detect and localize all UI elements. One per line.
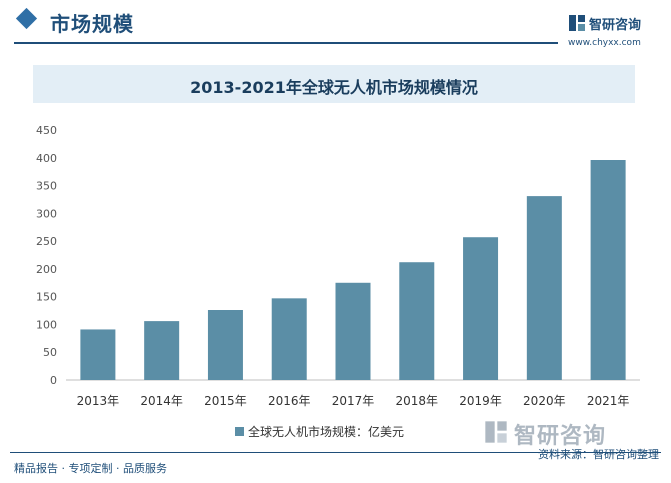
y-tick-label: 200 bbox=[36, 263, 57, 276]
header-divider bbox=[14, 42, 558, 44]
footer-divider bbox=[10, 452, 661, 453]
footer-tagline: 精品报告 · 专项定制 · 品质服务 bbox=[14, 462, 167, 475]
section-title: 市场规模 bbox=[50, 12, 134, 36]
x-tick-label: 2014年 bbox=[140, 394, 183, 408]
y-tick-label: 50 bbox=[43, 346, 57, 359]
brand-name: 智研咨询 bbox=[589, 18, 642, 33]
brand-logo-icon bbox=[569, 15, 585, 31]
diamond-icon bbox=[15, 7, 38, 30]
y-tick-label: 400 bbox=[36, 152, 57, 165]
chart-title-box: 2013-2021年全球无人机市场规模情况 bbox=[33, 65, 635, 103]
source-note: 资料来源：智研咨询整理 bbox=[538, 448, 659, 461]
bar bbox=[144, 321, 180, 380]
brand-url: www.chyxx.com bbox=[568, 38, 641, 48]
y-tick-label: 350 bbox=[36, 180, 57, 193]
y-tick-label: 150 bbox=[36, 291, 57, 304]
x-tick-label: 2017年 bbox=[332, 394, 375, 408]
legend-label: 全球无人机市场规模：亿美元 bbox=[248, 425, 405, 439]
bar bbox=[271, 298, 307, 380]
y-tick-label: 450 bbox=[36, 124, 57, 137]
bar bbox=[590, 160, 626, 380]
bar bbox=[335, 282, 371, 380]
watermark-logo-icon bbox=[485, 421, 507, 443]
chart-title: 2013-2021年全球无人机市场规模情况 bbox=[190, 78, 478, 97]
x-tick-label: 2019年 bbox=[459, 394, 502, 408]
bar bbox=[399, 262, 435, 380]
x-tick-label: 2016年 bbox=[268, 394, 311, 408]
x-tick-label: 2018年 bbox=[396, 394, 439, 408]
bar-chart: 0 50 100 150 200 250 300 350 400 450 2013年 2014年 201… bbox=[36, 124, 640, 408]
watermark-text: 智研咨询 bbox=[514, 424, 607, 449]
y-tick-label: 300 bbox=[36, 207, 57, 220]
bar bbox=[526, 196, 562, 380]
header: 市场规模 智研咨询 www.chyxx.com bbox=[0, 0, 671, 48]
bar bbox=[80, 329, 116, 380]
y-tick-label: 0 bbox=[50, 374, 57, 387]
y-tick-label: 250 bbox=[36, 235, 57, 248]
brand: 智研咨询 www.chyxx.com bbox=[568, 12, 668, 48]
y-tick-label: 100 bbox=[36, 318, 57, 331]
legend-swatch bbox=[235, 427, 244, 436]
x-tick-label: 2021年 bbox=[587, 394, 630, 408]
x-tick-label: 2013年 bbox=[77, 394, 120, 408]
bar bbox=[207, 310, 243, 380]
bar bbox=[463, 237, 499, 380]
x-tick-label: 2020年 bbox=[523, 394, 566, 408]
legend: 全球无人机市场规模：亿美元 bbox=[235, 421, 405, 439]
x-tick-label: 2015年 bbox=[204, 394, 247, 408]
